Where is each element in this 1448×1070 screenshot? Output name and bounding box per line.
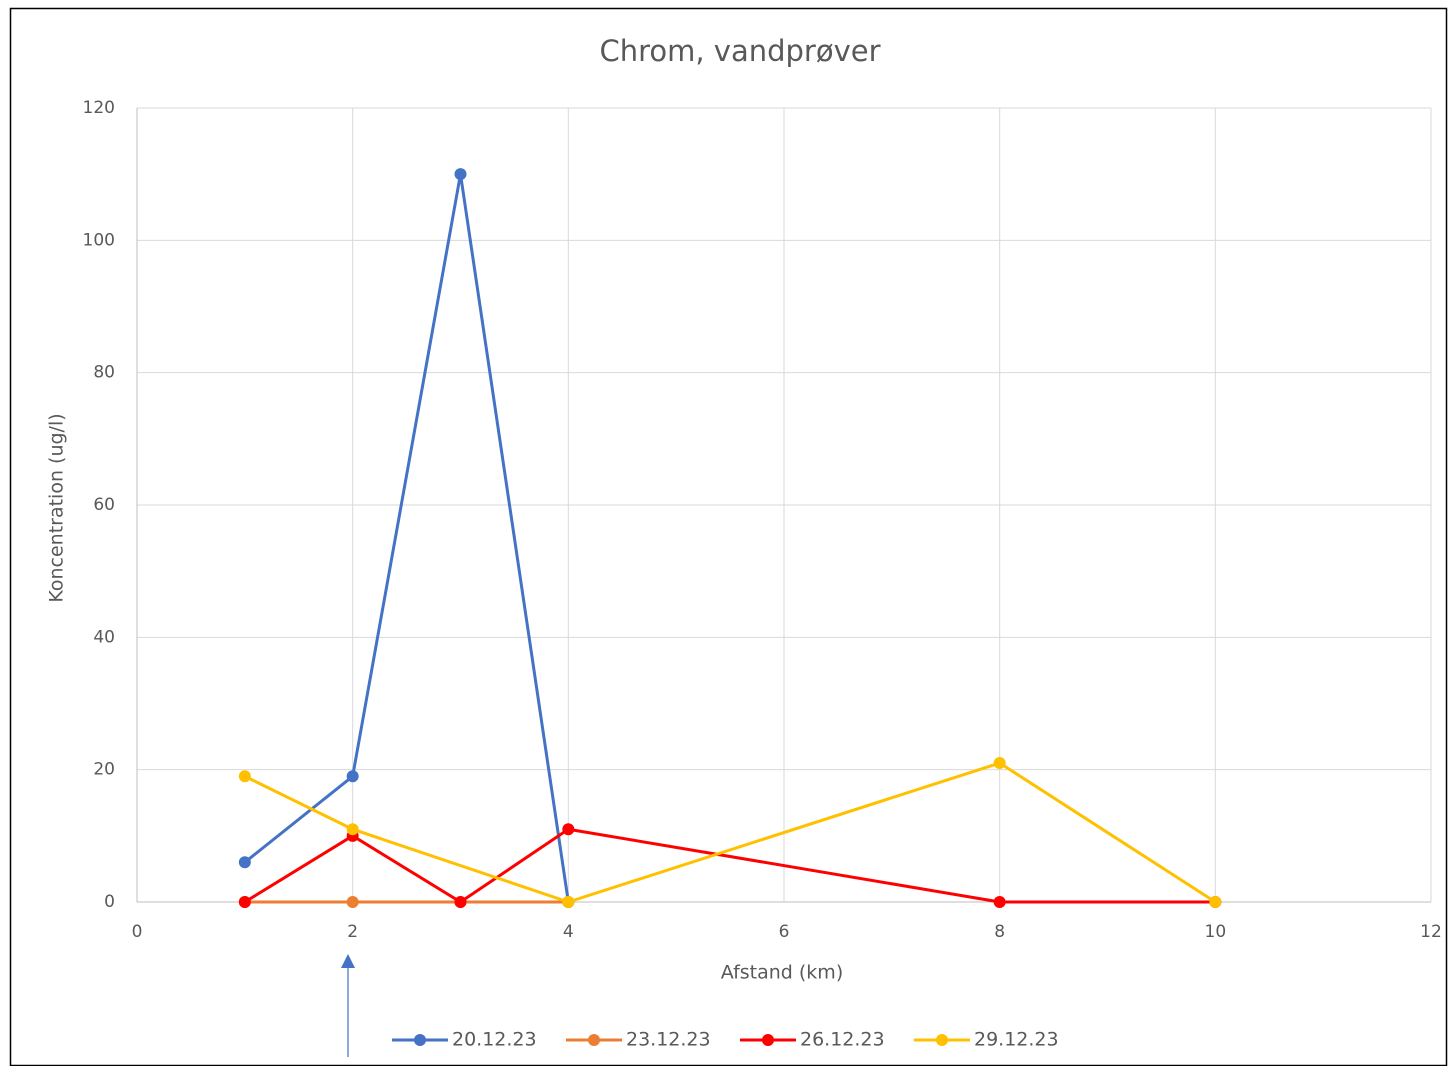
- y-tick-label: 80: [93, 363, 115, 383]
- data-point: [238, 770, 251, 783]
- series-line: [243, 172, 570, 903]
- data-point: [562, 823, 575, 836]
- legend-label: 23.12.23: [626, 1029, 711, 1051]
- x-tick-label: 4: [563, 922, 574, 942]
- y-tick-label: 120: [83, 98, 115, 118]
- y-tick-label: 60: [93, 495, 115, 515]
- series-line: [244, 827, 1216, 904]
- data-point: [1209, 896, 1222, 908]
- legend-marker: [588, 1034, 600, 1046]
- data-point: [346, 770, 359, 783]
- x-tick-label: 2: [347, 922, 358, 942]
- x-axis-label: Afstand (km): [721, 962, 843, 984]
- y-axis-label: Koncentration (ug/l): [46, 413, 68, 602]
- data-point: [562, 896, 575, 908]
- data-point: [454, 896, 467, 908]
- data-point: [993, 896, 1006, 908]
- data-point: [993, 757, 1006, 770]
- x-tick-label: 12: [1420, 922, 1442, 942]
- chart-border: [9, 7, 1448, 1067]
- data-point: [346, 896, 359, 908]
- y-tick-label: 0: [104, 892, 115, 912]
- legend-label: 20.12.23: [452, 1029, 537, 1051]
- x-tick-label: 10: [1205, 922, 1227, 942]
- legend-label: 26.12.23: [800, 1029, 885, 1051]
- arrow-head: [341, 954, 355, 968]
- data-point: [238, 896, 251, 908]
- chart-title: Chrom, vandprøver: [599, 34, 880, 68]
- y-tick-label: 100: [83, 230, 115, 250]
- data-point: [346, 823, 359, 836]
- legend-marker: [414, 1034, 426, 1046]
- x-tick-label: 0: [132, 922, 143, 942]
- y-tick-label: 20: [93, 760, 115, 780]
- data-point: [454, 168, 467, 181]
- legend-marker: [762, 1034, 774, 1046]
- legend-marker: [936, 1034, 948, 1046]
- data-point: [238, 856, 251, 869]
- legend-label: 29.12.23: [974, 1029, 1059, 1051]
- x-tick-label: 8: [994, 922, 1005, 942]
- x-tick-label: 6: [779, 922, 790, 942]
- y-tick-label: 40: [93, 627, 115, 647]
